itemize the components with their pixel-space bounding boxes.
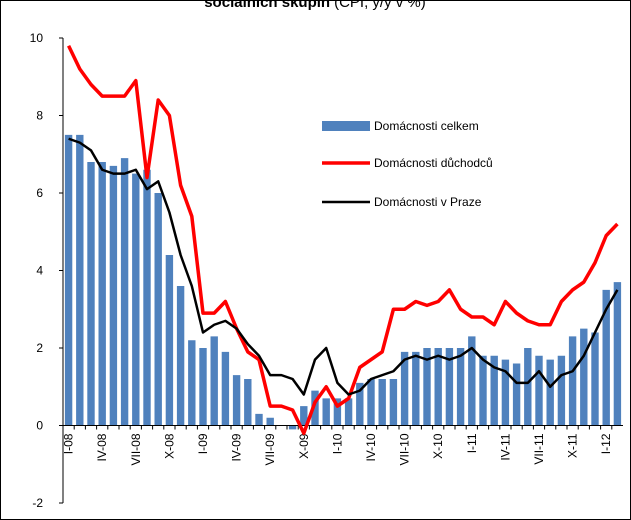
bar — [244, 379, 252, 426]
bar — [468, 336, 476, 426]
legend-label: Domácnosti celkem — [374, 119, 479, 133]
bar — [434, 348, 442, 426]
bar — [255, 413, 263, 426]
y-tick-label: 4 — [36, 264, 43, 278]
bar — [322, 398, 330, 426]
bar — [501, 359, 510, 426]
bar — [176, 286, 185, 426]
bar — [546, 359, 554, 426]
bar — [98, 162, 106, 426]
bar — [524, 348, 532, 426]
y-tick-label: 6 — [36, 186, 43, 200]
bar — [591, 332, 599, 426]
x-tick-label: I-09 — [196, 433, 210, 454]
legend-label: Domácnosti důchodců — [374, 156, 493, 170]
bar — [557, 355, 566, 426]
bar — [109, 165, 118, 426]
x-tick-label: X-09 — [297, 433, 311, 459]
chart-subtitle: (CPI, y/y v %) — [334, 0, 426, 11]
bar — [456, 348, 465, 426]
x-tick-label: X-08 — [162, 433, 176, 459]
bar — [311, 390, 319, 426]
bar — [143, 169, 151, 426]
bar — [221, 351, 230, 426]
bar — [266, 417, 274, 426]
bar — [389, 379, 398, 426]
y-tick-label: 10 — [30, 31, 44, 45]
bar — [423, 348, 431, 426]
line — [68, 137, 619, 396]
x-tick-label: VII-11 — [532, 433, 546, 464]
x-tick-label: IV-08 — [95, 433, 109, 461]
bar — [154, 193, 162, 426]
x-tick-label: I-08 — [62, 433, 76, 454]
bar — [232, 375, 241, 426]
bar — [479, 355, 487, 426]
bar — [356, 382, 364, 426]
bar — [300, 406, 308, 426]
bar — [367, 379, 375, 426]
x-tick-label: VII-08 — [129, 433, 143, 465]
bar — [512, 363, 521, 426]
bar — [87, 162, 95, 426]
x-tick-label: VII-09 — [263, 433, 277, 465]
chart-title: sociálních skupin — [204, 0, 330, 11]
bar — [188, 340, 196, 426]
bar — [412, 351, 420, 426]
legend-swatch — [322, 121, 370, 131]
bar — [120, 158, 129, 426]
bar — [580, 328, 588, 426]
plot: -2 0 2 4 6 8 10 I-08 IV-08 VII-08 X-08 I-09 IV-09 VII… — [30, 31, 623, 510]
x-tick-label: I-10 — [330, 433, 344, 454]
x-tick-label: IV-11 — [498, 433, 512, 460]
bar — [333, 398, 342, 426]
bar — [400, 351, 409, 426]
bar — [490, 355, 498, 426]
x-tick-label: X-11 — [566, 433, 580, 458]
bar — [165, 255, 174, 426]
x-tick-label: I-12 — [599, 433, 613, 454]
bar — [613, 282, 622, 426]
bar — [288, 425, 297, 430]
bar — [445, 348, 454, 426]
x-tick-label: I-11 — [465, 433, 479, 453]
y-tick-label: 0 — [36, 419, 43, 433]
bar — [378, 379, 386, 426]
x-tick-label: X-10 — [431, 433, 445, 459]
bar — [64, 134, 73, 426]
legend-label: Domácnosti v Praze — [374, 195, 482, 209]
bar — [344, 398, 353, 426]
y-tick-label: 8 — [36, 109, 43, 123]
y-tick-label: 2 — [36, 341, 43, 355]
x-tick-label: IV-10 — [364, 433, 378, 461]
x-tick-label: IV-09 — [230, 433, 244, 461]
bar — [568, 336, 577, 426]
y-tick-label: -2 — [32, 496, 43, 510]
bar — [210, 336, 218, 426]
bar — [535, 355, 543, 426]
line — [67, 44, 619, 435]
bar — [132, 173, 140, 426]
bar — [602, 289, 610, 426]
bar — [199, 348, 207, 426]
x-tick-label: VII-10 — [398, 433, 412, 465]
chart-title-line: sociálních skupin (CPI, y/y v %) — [204, 0, 426, 11]
bar — [76, 134, 84, 426]
